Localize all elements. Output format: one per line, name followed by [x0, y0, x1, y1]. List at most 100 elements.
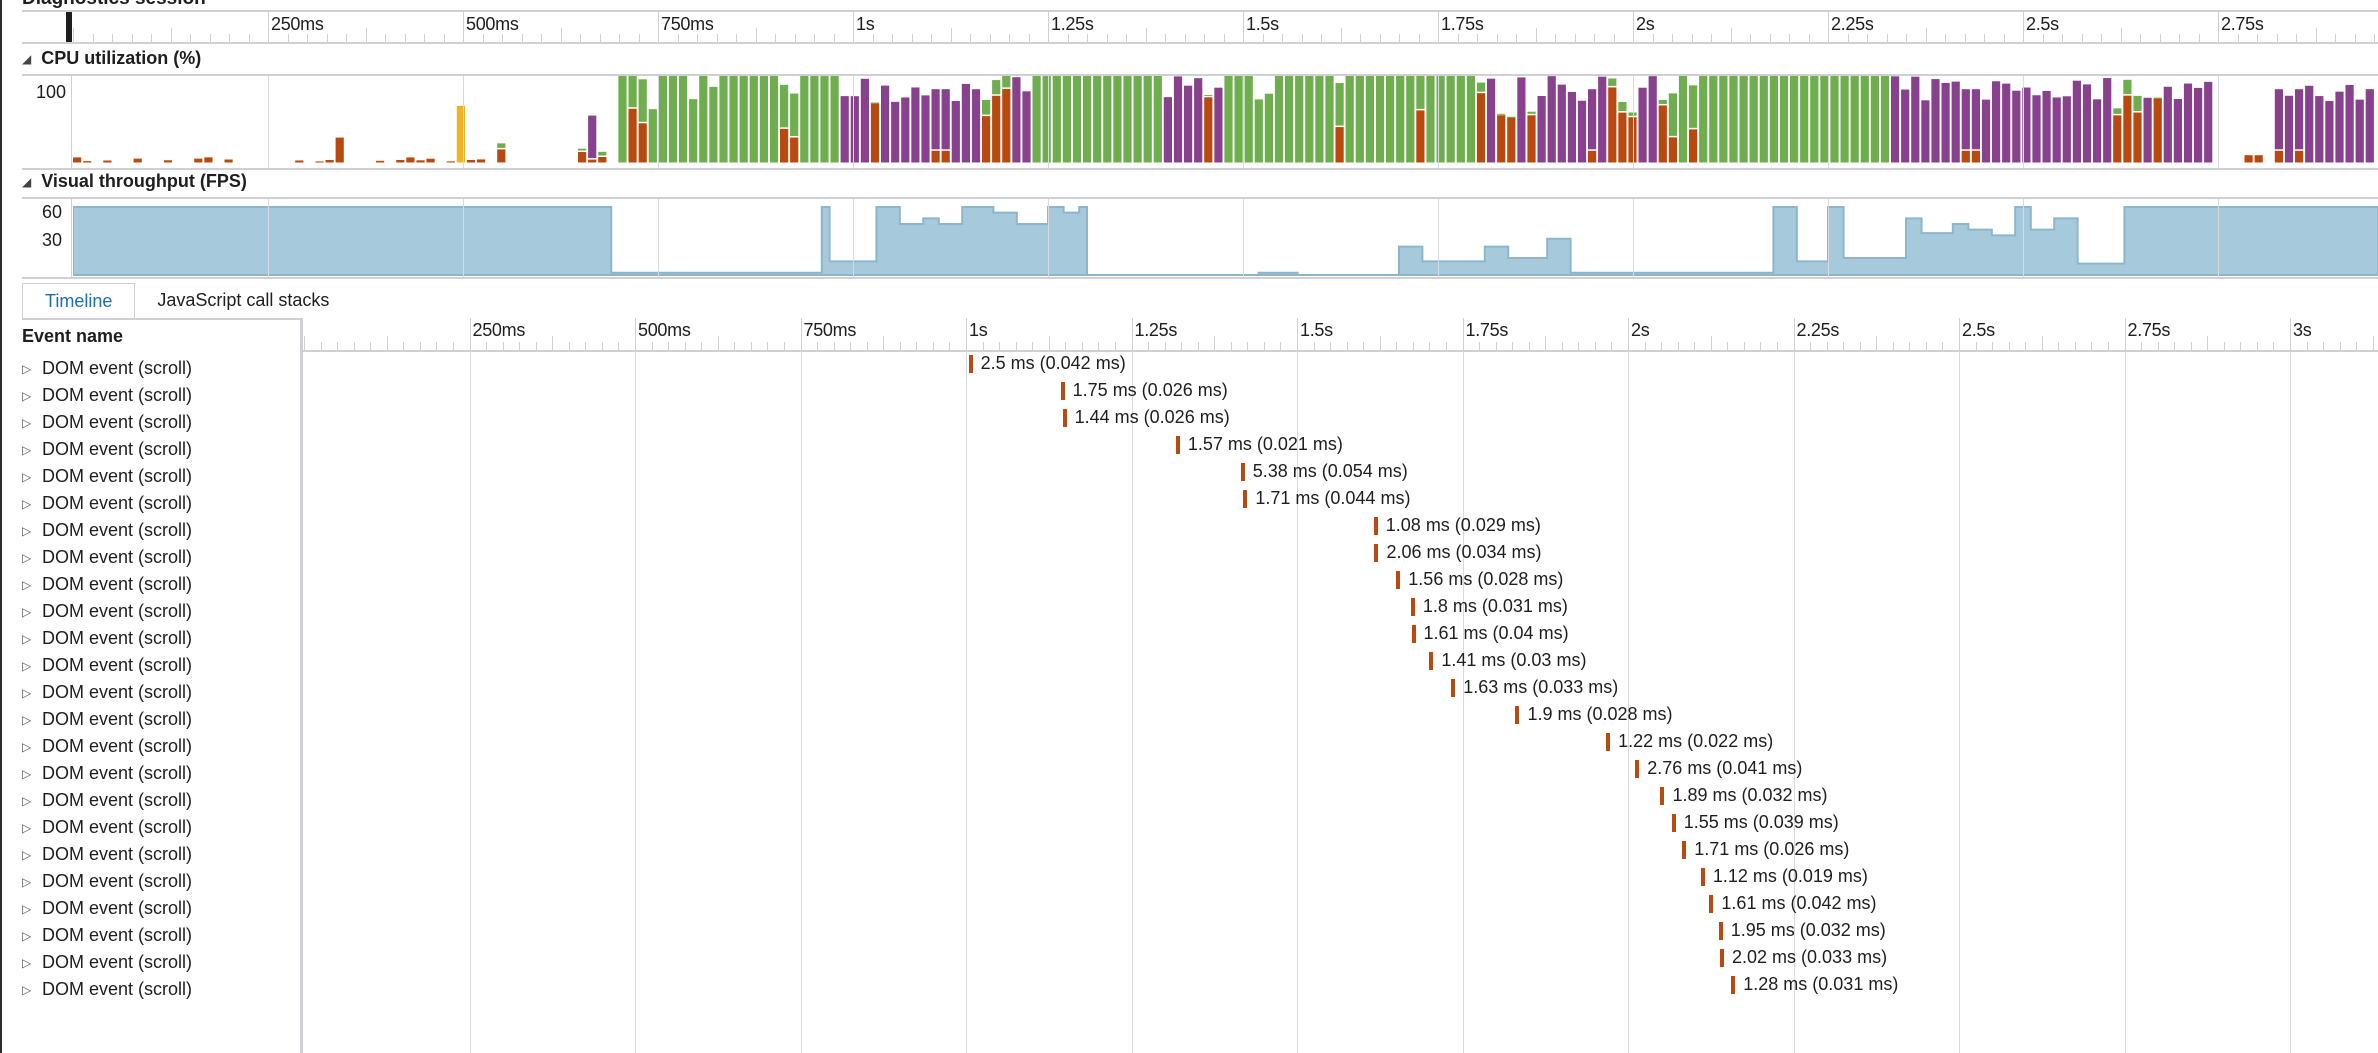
tab-timeline[interactable]: Timeline: [22, 283, 136, 319]
cpu-utilization-chart[interactable]: 100: [22, 74, 2378, 170]
event-row[interactable]: ▷ DOM event (scroll): [22, 841, 192, 868]
expand-triangle-icon[interactable]: ▷: [22, 523, 32, 538]
expand-triangle-icon[interactable]: ▷: [22, 847, 32, 862]
column-splitter[interactable]: [300, 320, 303, 1053]
expand-triangle-icon[interactable]: ▷: [22, 604, 32, 619]
event-bar[interactable]: [1240, 463, 1245, 481]
event-row[interactable]: ▷ DOM event (scroll): [22, 598, 192, 625]
cpu-bar-segment: [2315, 96, 2324, 163]
expand-triangle-icon[interactable]: ▷: [22, 361, 32, 376]
expand-triangle-icon[interactable]: ▷: [22, 766, 32, 781]
event-row[interactable]: ▷ DOM event (scroll): [22, 949, 192, 976]
expand-triangle-icon[interactable]: ▷: [22, 442, 32, 457]
expand-triangle-icon[interactable]: ▷: [22, 928, 32, 943]
bottom-minor-tick: [2025, 342, 2027, 350]
expand-triangle-icon[interactable]: ▷: [22, 631, 32, 646]
event-row[interactable]: ▷ DOM event (scroll): [22, 463, 192, 490]
collapse-triangle-icon[interactable]: ◢: [22, 51, 32, 66]
event-row[interactable]: ▷ DOM event (scroll): [22, 355, 192, 382]
event-bar[interactable]: [1451, 679, 1456, 697]
event-row[interactable]: ▷ DOM event (scroll): [22, 706, 192, 733]
top-label: 1s: [856, 14, 875, 34]
event-row[interactable]: ▷ DOM event (scroll): [22, 436, 192, 463]
event-row[interactable]: ▷ DOM event (scroll): [22, 544, 192, 571]
timeline-ruler[interactable]: 250ms 500ms 750ms 1s 1.25s 1.5s 1.75s 2s 2.25s 2.…: [303, 318, 2378, 352]
event-name-column-header[interactable]: Event name: [22, 326, 124, 346]
event-bar[interactable]: [1718, 922, 1723, 940]
event-bar[interactable]: [1175, 436, 1180, 454]
expand-triangle-icon[interactable]: ▷: [22, 712, 32, 727]
bottom-minor-tick: [552, 336, 554, 350]
event-bar[interactable]: [1396, 571, 1401, 589]
event-row[interactable]: ▷ DOM event (scroll): [22, 868, 192, 895]
event-row[interactable]: ▷ DOM event (scroll): [22, 895, 192, 922]
cpu-bar-segment: [2143, 97, 2152, 163]
expand-triangle-icon[interactable]: ▷: [22, 955, 32, 970]
event-row[interactable]: ▷ DOM event (scroll): [22, 517, 192, 544]
event-bar[interactable]: [1373, 517, 1378, 535]
expand-triangle-icon[interactable]: ▷: [22, 388, 32, 403]
expand-triangle-icon[interactable]: ▷: [22, 469, 32, 484]
fps-section-header[interactable]: ◢ Visual throughput (FPS): [22, 171, 247, 192]
expand-triangle-icon[interactable]: ▷: [22, 685, 32, 700]
event-bar[interactable]: [1410, 598, 1415, 616]
event-row[interactable]: ▷ DOM event (scroll): [22, 571, 192, 598]
event-bar[interactable]: [1720, 949, 1725, 967]
cpu-bar-segment: [1891, 76, 1900, 163]
top-minor-tick: [2237, 34, 2239, 42]
event-bar[interactable]: [1671, 814, 1676, 832]
bottom-minor-tick: [1379, 336, 1381, 350]
event-bar[interactable]: [1374, 544, 1379, 562]
event-bar[interactable]: [1660, 787, 1665, 805]
event-bar[interactable]: [968, 355, 973, 373]
event-row[interactable]: ▷ DOM event (scroll): [22, 814, 192, 841]
collapse-triangle-icon[interactable]: ◢: [22, 174, 32, 189]
event-row[interactable]: ▷ DOM event (scroll): [22, 733, 192, 760]
event-bar[interactable]: [1700, 868, 1705, 886]
expand-triangle-icon[interactable]: ▷: [22, 820, 32, 835]
event-row[interactable]: ▷ DOM event (scroll): [22, 760, 192, 787]
expand-triangle-icon[interactable]: ▷: [22, 577, 32, 592]
expand-triangle-icon[interactable]: ▷: [22, 982, 32, 997]
expand-triangle-icon[interactable]: ▷: [22, 550, 32, 565]
bottom-minor-tick: [2273, 342, 2275, 350]
event-bar[interactable]: [1429, 652, 1434, 670]
session-ruler[interactable]: 250ms 500ms 750ms 1s 1.25s 1.5s 1.75s 2s 2.25s 2.…: [22, 10, 2378, 44]
event-row[interactable]: ▷ DOM event (scroll): [22, 922, 192, 949]
event-row[interactable]: ▷ DOM event (scroll): [22, 382, 192, 409]
cpu-section-header[interactable]: ◢ CPU utilization (%): [22, 48, 201, 69]
event-bar[interactable]: [1062, 409, 1067, 427]
expand-triangle-icon[interactable]: ▷: [22, 874, 32, 889]
bottom-major-tick: [966, 318, 967, 350]
event-bar[interactable]: [1606, 733, 1611, 751]
cpu-bar-segment: [830, 76, 839, 163]
expand-triangle-icon[interactable]: ▷: [22, 496, 32, 511]
event-bar[interactable]: [1635, 760, 1640, 778]
event-bar[interactable]: [1060, 382, 1065, 400]
fps-chart[interactable]: 60 30: [22, 197, 2378, 279]
bottom-minor-tick: [1677, 342, 1679, 350]
event-bar[interactable]: [1515, 706, 1520, 724]
event-bar[interactable]: [1411, 625, 1416, 643]
event-row[interactable]: ▷ DOM event (scroll): [22, 679, 192, 706]
event-bar[interactable]: [1682, 841, 1687, 859]
event-bar[interactable]: [1731, 976, 1736, 994]
expand-triangle-icon[interactable]: ▷: [22, 415, 32, 430]
event-bar[interactable]: [1709, 895, 1714, 913]
bottom-label: 750ms: [803, 320, 857, 340]
expand-triangle-icon[interactable]: ▷: [22, 739, 32, 754]
bottom-minor-tick: [1760, 342, 1762, 350]
event-row[interactable]: ▷ DOM event (scroll): [22, 976, 192, 1003]
expand-triangle-icon[interactable]: ▷: [22, 901, 32, 916]
event-row[interactable]: ▷ DOM event (scroll): [22, 625, 192, 652]
event-row[interactable]: ▷ DOM event (scroll): [22, 652, 192, 679]
expand-triangle-icon[interactable]: ▷: [22, 658, 32, 673]
event-row[interactable]: ▷ DOM event (scroll): [22, 409, 192, 436]
playhead-marker[interactable]: [66, 12, 72, 42]
event-row[interactable]: ▷ DOM event (scroll): [22, 490, 192, 517]
expand-triangle-icon[interactable]: ▷: [22, 793, 32, 808]
event-bar[interactable]: [1243, 490, 1248, 508]
tab-javascript-call-stacks[interactable]: JavaScript call stacks: [157, 290, 330, 310]
event-row[interactable]: ▷ DOM event (scroll): [22, 787, 192, 814]
bottom-minor-tick: [1330, 342, 1332, 350]
